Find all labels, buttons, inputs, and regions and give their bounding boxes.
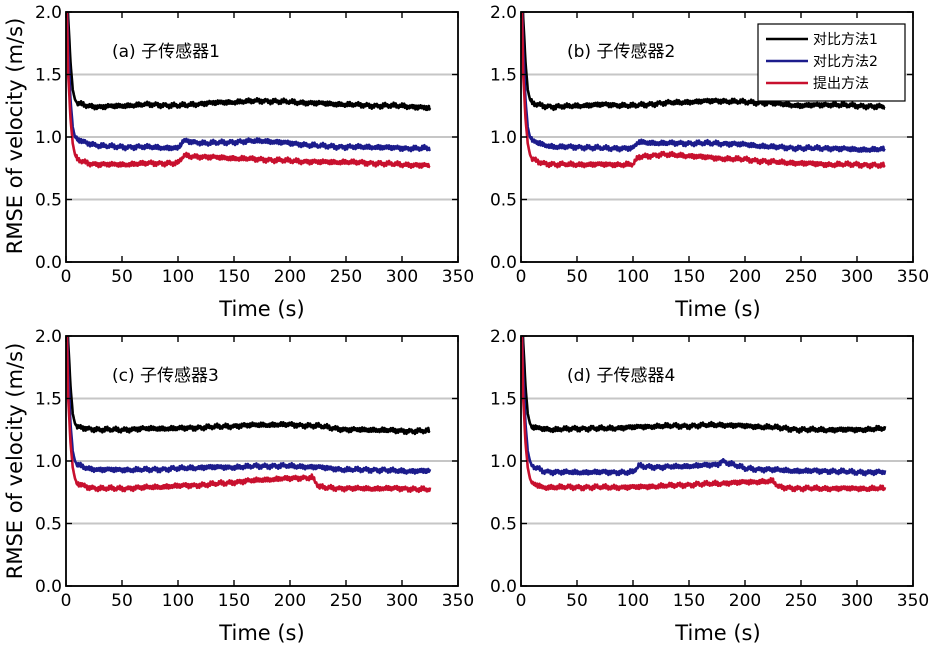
panel-d-xtick-label: 300 [841, 591, 873, 611]
panel-c-xtick-label: 100 [162, 591, 194, 611]
panel-a-xtick-label: 350 [442, 267, 474, 287]
panel-b-ytick-label: 2.0 [490, 3, 517, 23]
panel-d-xtick-label: 150 [673, 591, 705, 611]
panel-d-xtick-label: 350 [897, 591, 929, 611]
panel-b-xlabel: Time (s) [674, 297, 760, 321]
panel-a-ytick-label: 1.5 [35, 66, 62, 86]
panel-b-xtick-label: 100 [617, 267, 649, 287]
panel-c: 0 50 100 150 200 250 300 350 0.0 0.5 1.0 1.5 2.0 (c) … [35, 327, 474, 611]
panel-b-legend-label: 对比方法1 [813, 32, 878, 48]
panel-c-series-line [66, 336, 432, 494]
panel-d-title: (d) 子传感器4 [567, 366, 675, 386]
panel-c-xtick-label: 50 [111, 591, 133, 611]
panel-c-series-line [66, 336, 432, 475]
panel-b-legend-label: 对比方法2 [813, 54, 878, 70]
panel-c-title: (c) 子传感器3 [112, 366, 219, 386]
panel-a-xtick-label: 250 [330, 267, 362, 287]
panel-a-ytick-label: 0.5 [35, 191, 62, 211]
panel-c-ytick-label: 1.0 [35, 452, 62, 472]
panel-a-xtick-label: 100 [162, 267, 194, 287]
panel-b-xtick-label: 350 [897, 267, 929, 287]
panel-b-legend-box [757, 23, 906, 102]
panel-b-legend-label: 提出方法 [813, 76, 869, 92]
panel-c-xtick-label: 250 [330, 591, 362, 611]
panel-a-series-line [66, 12, 432, 112]
panel-a-ytick-label: 2.0 [35, 3, 62, 23]
panel-a-title: (a) 子传感器1 [112, 42, 220, 62]
panel-b-ytick-label: 1.0 [490, 128, 517, 148]
panel-a: 0 50 100 150 200 250 300 350 0.0 0.5 1.0 1.5 2.0 (a) … [35, 3, 474, 287]
panel-c-ytick-label: 2.0 [35, 327, 62, 347]
panel-b: 0 50 100 150 200 250 300 350 0.0 0.5 1.0 1.5 2.0 (b) … [490, 3, 929, 287]
panel-a-xtick-label: 0 [61, 267, 72, 287]
panel-d-ytick-label: 0.0 [490, 577, 517, 597]
panel-b-series-line [521, 12, 886, 170]
panel-b-xtick-label: 300 [841, 267, 873, 287]
panel-c-series-line [66, 336, 431, 436]
panel-c-ytick-label: 0.5 [35, 515, 62, 535]
panel-b-xtick-label: 50 [566, 267, 588, 287]
panel-d-series-line [521, 336, 887, 434]
panel-d-xtick-label: 100 [617, 591, 649, 611]
panel-d-series-line [521, 336, 887, 477]
panel-b-series-line [521, 12, 886, 112]
panel-b-xtick-label: 200 [729, 267, 761, 287]
panel-c-ytick-label: 1.5 [35, 390, 62, 410]
panel-d-ytick-label: 1.0 [490, 452, 517, 472]
panel-d-xtick-label: 200 [729, 591, 761, 611]
panel-d-xlabel: Time (s) [674, 621, 760, 645]
panel-b-title: (b) 子传感器2 [567, 42, 675, 62]
panel-a-xlabel: Time (s) [218, 297, 304, 321]
panel-a-series-line [66, 12, 431, 153]
panel-a-xtick-label: 300 [386, 267, 418, 287]
panel-d-xtick-label: 50 [566, 591, 588, 611]
panel-d-ytick-label: 2.0 [490, 327, 517, 347]
panel-d-ytick-label: 0.5 [490, 515, 517, 535]
panel-b-xtick-label: 250 [785, 267, 817, 287]
panel-b-ytick-label: 0.0 [490, 253, 517, 273]
panel-a-ytick-label: 0.0 [35, 253, 62, 273]
panel-a-ylabel: RMSE of velocity (m/s) [3, 18, 27, 255]
panel-c-xtick-label: 300 [386, 591, 418, 611]
panel-a-xtick-label: 50 [111, 267, 133, 287]
panel-a-xtick-label: 200 [274, 267, 306, 287]
panel-d-ytick-label: 1.5 [490, 390, 517, 410]
panel-b-ytick-label: 1.5 [490, 66, 517, 86]
panel-b-series-line [521, 12, 886, 153]
panel-c-xtick-label: 350 [442, 591, 474, 611]
panel-c-ytick-label: 0.0 [35, 577, 62, 597]
panel-b-xtick-label: 150 [673, 267, 705, 287]
panel-b-xtick-label: 0 [516, 267, 527, 287]
panel-c-xtick-label: 0 [61, 591, 72, 611]
panel-a-xtick-label: 150 [218, 267, 250, 287]
panel-a-ytick-label: 1.0 [35, 128, 62, 148]
panel-d-xtick-label: 250 [785, 591, 817, 611]
panel-d-xtick-label: 0 [516, 591, 527, 611]
panel-d: 0 50 100 150 200 250 300 350 0.0 0.5 1.0 1.5 2.0 (d) … [490, 327, 929, 611]
panel-c-xtick-label: 150 [218, 591, 250, 611]
panel-d-series-line [521, 336, 887, 493]
panel-c-xlabel: Time (s) [218, 621, 304, 645]
panel-b-legend: 对比方法1 对比方法2 提出方法 [757, 23, 906, 102]
panel-a-series-line [66, 12, 431, 169]
panel-c-ylabel: RMSE of velocity (m/s) [3, 343, 27, 580]
panel-b-ytick-label: 0.5 [490, 191, 517, 211]
panel-c-xtick-label: 200 [274, 591, 306, 611]
